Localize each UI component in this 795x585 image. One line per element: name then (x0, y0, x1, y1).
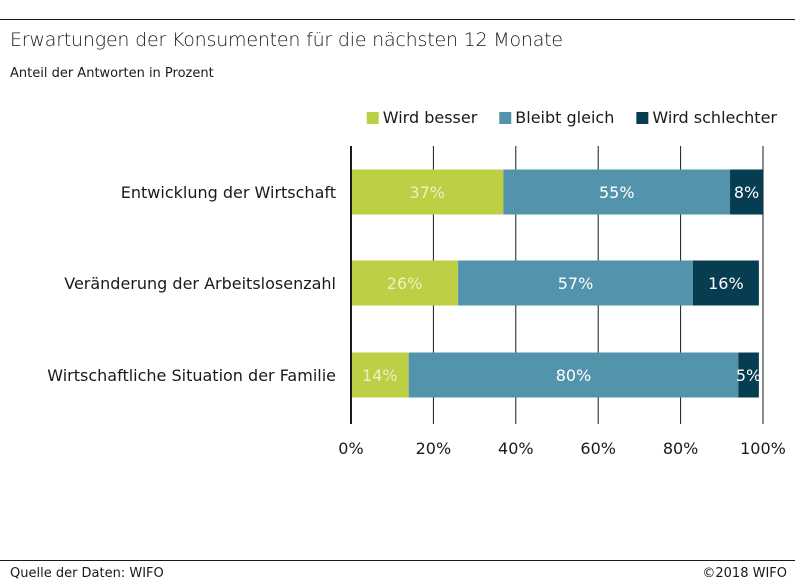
data-label: 16% (708, 274, 744, 293)
x-tick-label: 80% (663, 439, 699, 458)
data-label: 26% (387, 274, 423, 293)
bar-segment (458, 260, 693, 306)
bar-segment (408, 352, 739, 398)
bar-segment (503, 169, 731, 215)
data-label: 55% (599, 183, 635, 202)
bar-segment (692, 260, 759, 306)
x-tick-label: 0% (338, 439, 363, 458)
x-tick-label: 40% (498, 439, 534, 458)
bar-segment (738, 352, 759, 398)
data-label: 80% (556, 366, 592, 385)
data-label: 37% (409, 183, 445, 202)
category-label: Veränderung der Arbeitslosenzahl (64, 274, 336, 293)
legend-swatch (499, 112, 512, 124)
x-tick-label: 100% (740, 439, 786, 458)
data-label: 57% (558, 274, 594, 293)
chart-title: Erwartungen der Konsumenten für die näch… (10, 29, 563, 51)
legend-label: Bleibt gleich (515, 108, 614, 127)
bar-segment (351, 169, 504, 215)
data-label: 8% (734, 183, 759, 202)
stacked-bar-chart: 37% 55% 8% Entwicklung der Wirtschaft 26% 57%… (47, 108, 786, 458)
legend-label: Wird schlechter (652, 108, 777, 127)
bar-segment (351, 352, 409, 398)
category-label: Entwicklung der Wirtschaft (121, 183, 336, 202)
legend-swatch (636, 112, 649, 124)
bar-segment (730, 169, 763, 215)
source-note: Quelle der Daten: WIFO (10, 566, 164, 581)
category-label: Wirtschaftliche Situation der Familie (47, 366, 336, 385)
bottom-rule (0, 560, 795, 561)
data-label: 5% (736, 366, 761, 385)
bar-segment (351, 260, 459, 306)
chart-subtitle: Anteil der Antworten in Prozent (10, 66, 214, 81)
legend-label: Wird besser (383, 108, 478, 127)
x-tick-label: 60% (580, 439, 616, 458)
copyright-note: ©2018 WIFO (702, 566, 787, 581)
top-rule (0, 19, 795, 20)
data-label: 14% (362, 366, 398, 385)
legend-swatch (366, 112, 379, 124)
x-tick-label: 20% (416, 439, 452, 458)
